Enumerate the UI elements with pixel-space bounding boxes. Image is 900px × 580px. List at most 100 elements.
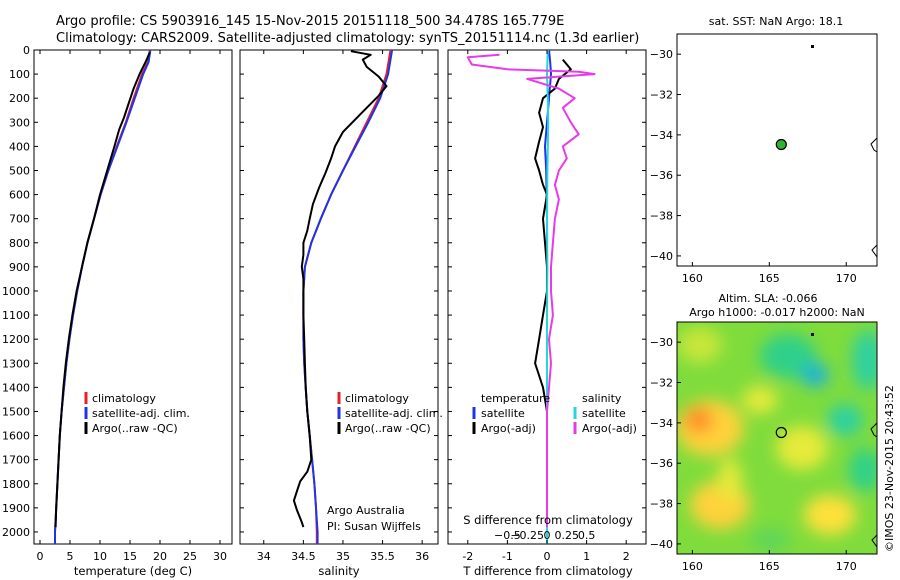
sla-heatmap bbox=[677, 322, 877, 554]
legend-salinity-argo: Argo(-adj) bbox=[582, 422, 637, 435]
x-tick-label: 20 bbox=[153, 550, 167, 563]
y-tick-label: 1500 bbox=[2, 405, 30, 418]
sla-map-subtitle: Argo h1000: -0.017 h2000: NaN bbox=[689, 306, 865, 319]
y-tick-label: 300 bbox=[9, 116, 30, 129]
difference-legend: temperature satellite Argo(-adj) salinit… bbox=[472, 392, 637, 435]
legend-satellite-adj: satellite-adj. clim. bbox=[345, 407, 443, 420]
y-tick-label: −38 bbox=[650, 210, 673, 223]
s-diff-xlabel: S difference from climatology bbox=[463, 513, 633, 527]
salinity-legend: climatology satellite-adj. clim. Argo(..… bbox=[337, 392, 443, 435]
x-tick-label: 0 bbox=[544, 550, 551, 563]
legend-temperature-title: temperature bbox=[481, 392, 550, 405]
s-diff-tick-label: −0.5 bbox=[494, 529, 521, 542]
y-tick-label: 900 bbox=[9, 261, 30, 274]
x-tick-label: -2 bbox=[462, 550, 473, 563]
x-tick-label: 160 bbox=[682, 560, 703, 573]
y-tick-label: 1100 bbox=[2, 309, 30, 322]
y-tick-label: 1200 bbox=[2, 333, 30, 346]
y-tick-label: 200 bbox=[9, 92, 30, 105]
legend-salinity-title: salinity bbox=[582, 392, 622, 405]
x-tick-label: 1 bbox=[583, 550, 590, 563]
series-line-temperature-1 bbox=[54, 49, 152, 544]
y-tick-label: −36 bbox=[650, 169, 673, 182]
x-tick-label: 35 bbox=[336, 550, 350, 563]
small-island-mark bbox=[811, 45, 814, 48]
series-line-salinity-0 bbox=[302, 49, 392, 544]
coastline bbox=[870, 137, 878, 258]
y-tick-label: 2000 bbox=[2, 526, 30, 539]
y-tick-label: 700 bbox=[9, 213, 30, 226]
y-tick-label: 800 bbox=[9, 237, 30, 250]
series-line-difference-1 bbox=[534, 58, 572, 528]
y-tick-label: −36 bbox=[650, 457, 673, 470]
y-tick-label: −34 bbox=[650, 129, 673, 142]
y-tick-label: 0 bbox=[23, 44, 30, 57]
y-tick-label: −30 bbox=[650, 48, 673, 61]
annotation-argo-australia: Argo Australia bbox=[327, 504, 405, 517]
x-tick-label: 36 bbox=[415, 550, 429, 563]
salinity-xlabel: salinity bbox=[318, 564, 359, 578]
y-tick-label: −30 bbox=[650, 336, 673, 349]
y-tick-label: 400 bbox=[9, 140, 30, 153]
y-tick-label: 500 bbox=[9, 164, 30, 177]
argo-location-marker bbox=[775, 138, 787, 151]
x-tick-label: 170 bbox=[836, 272, 857, 285]
x-tick-label: 25 bbox=[183, 550, 197, 563]
argo-location-marker bbox=[775, 426, 787, 439]
y-tick-label: 1400 bbox=[2, 381, 30, 394]
series-line-salinity-2 bbox=[292, 50, 388, 528]
y-tick-label: 1600 bbox=[2, 430, 30, 443]
temperature-xlabel: temperature (deg C) bbox=[74, 564, 192, 578]
x-tick-label: 165 bbox=[759, 272, 780, 285]
legend-temperature-argo: Argo(-adj) bbox=[481, 422, 536, 435]
x-tick-label: 170 bbox=[836, 560, 857, 573]
salinity-panel: 34 34.5 35 35.5 36 salinity climatology sate… bbox=[239, 49, 443, 578]
s-diff-tick-label: 0.5 bbox=[578, 529, 596, 542]
x-tick-label: -1 bbox=[502, 550, 513, 563]
legend-salinity-satellite: satellite bbox=[582, 407, 626, 420]
y-tick-label: 1900 bbox=[2, 502, 30, 515]
series-line-difference-3 bbox=[466, 53, 596, 528]
credit-text: ©IMOS 23-Nov-2015 20:43:52 bbox=[883, 385, 896, 552]
figure-title-line1: Argo profile: CS 5903916_145 15-Nov-2015… bbox=[56, 14, 564, 29]
s-diff-tick-label: −0.25 bbox=[510, 529, 544, 542]
s-diff-tick-label: 0.25 bbox=[555, 529, 580, 542]
sst-map: sat. SST: NaN Argo: 18.1 160 165 170 −30 −32… bbox=[650, 15, 878, 285]
series-line-salinity-1 bbox=[302, 49, 394, 544]
x-tick-label: 15 bbox=[123, 550, 137, 563]
legend-satellite-adj: satellite-adj. clim. bbox=[92, 407, 190, 420]
y-tick-label: −40 bbox=[650, 250, 673, 263]
legend-climatology: climatology bbox=[345, 392, 409, 405]
y-tick-label: 1300 bbox=[2, 357, 30, 370]
y-tick-label: −32 bbox=[650, 89, 673, 102]
y-tick-label: 1800 bbox=[2, 478, 30, 491]
y-tick-label: 1700 bbox=[2, 454, 30, 467]
legend-climatology: climatology bbox=[92, 392, 156, 405]
x-tick-label: 35.5 bbox=[370, 550, 395, 563]
y-tick-label: −34 bbox=[650, 417, 673, 430]
x-tick-label: 5 bbox=[67, 550, 74, 563]
y-tick-label: 1000 bbox=[2, 285, 30, 298]
legend-temperature-satellite: satellite bbox=[481, 407, 525, 420]
x-tick-label: 2 bbox=[623, 550, 630, 563]
x-tick-label: 34 bbox=[257, 550, 271, 563]
difference-panel: -2 -1 0 1 2 −0.5−0.25 0 0.250.5 S difference f… bbox=[447, 49, 647, 578]
series-line-temperature-2 bbox=[54, 51, 151, 528]
t-diff-xlabel: T difference from climatology bbox=[462, 564, 633, 578]
x-tick-label: 0 bbox=[37, 550, 44, 563]
temperature-legend: climatology satellite-adj. clim. Argo(..… bbox=[84, 392, 190, 435]
coastline bbox=[870, 422, 878, 548]
series-line-difference-2 bbox=[546, 49, 550, 544]
x-tick-label: 30 bbox=[213, 550, 227, 563]
y-tick-label: 100 bbox=[9, 68, 30, 81]
small-island-mark bbox=[811, 333, 814, 336]
s-diff-tick-label: 0 bbox=[544, 529, 551, 542]
x-tick-label: 165 bbox=[759, 560, 780, 573]
sst-map-title: sat. SST: NaN Argo: 18.1 bbox=[709, 15, 843, 28]
y-tick-label: −40 bbox=[650, 538, 673, 551]
legend-argo-raw: Argo(..raw -QC) bbox=[345, 422, 431, 435]
y-tick-label: −32 bbox=[650, 377, 673, 390]
sla-map: Altim. SLA: -0.066 Argo h1000: -0.017 h2… bbox=[650, 292, 878, 573]
figure-title-line2: Climatology: CARS2009. Satellite-adjuste… bbox=[56, 31, 639, 46]
